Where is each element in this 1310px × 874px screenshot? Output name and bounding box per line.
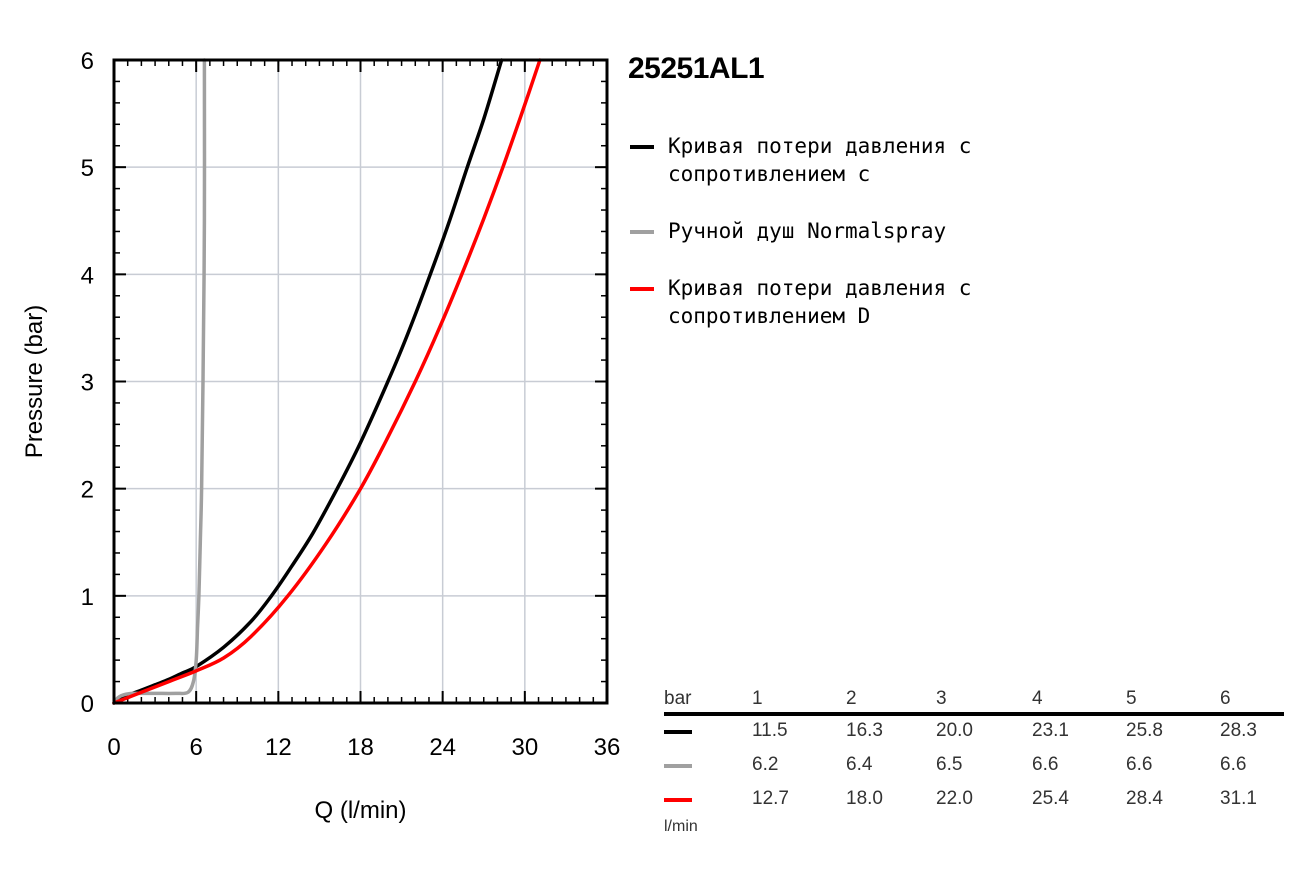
flow-table: bar 1 2 3 4 5 6 11.5 16.3 20.0 23.1 25.8… xyxy=(664,688,1284,818)
table-header-cell: 5 xyxy=(1126,688,1137,709)
legend-label: Кривая потери давления с сопротивлением … xyxy=(668,134,972,186)
table-header-cell: 3 xyxy=(936,688,947,709)
table-header-cell: 1 xyxy=(752,688,763,709)
y-tick-label: 0 xyxy=(81,691,94,718)
legend: Кривая потери давления с сопротивлением … xyxy=(630,132,1060,359)
table-cell: 11.5 xyxy=(752,720,788,741)
table-cell: 28.3 xyxy=(1220,720,1257,741)
chart-title: 25251AL1 xyxy=(628,52,765,85)
table-row: 6.2 6.4 6.5 6.6 6.6 6.6 xyxy=(664,750,1284,784)
table-header-cell: 6 xyxy=(1220,688,1231,709)
table-row-swatch xyxy=(664,730,692,734)
y-tick-label: 3 xyxy=(81,370,94,397)
series-line-resistance-d xyxy=(112,58,542,705)
x-tick-label: 6 xyxy=(189,734,202,761)
table-row: 12.7 18.0 22.0 25.4 28.4 31.1 xyxy=(664,784,1284,818)
table-cell: 28.4 xyxy=(1126,788,1163,809)
table-row-swatch xyxy=(664,764,692,768)
legend-label: Ручной душ Normalspray xyxy=(668,219,947,243)
legend-item-hand-shower: Ручной душ Normalspray xyxy=(630,217,1060,245)
table-cell: 6.6 xyxy=(1126,754,1153,775)
table-cell: 20.0 xyxy=(936,720,973,741)
legend-swatch xyxy=(630,145,654,149)
legend-label: Кривая потери давления с сопротивлением … xyxy=(668,276,972,328)
table-unit-label: l/min xyxy=(664,818,698,835)
table-cell: 12.7 xyxy=(752,788,789,809)
table-cell: 6.6 xyxy=(1220,754,1247,775)
legend-item-resistance-d: Кривая потери давления с сопротивлением … xyxy=(630,274,1060,330)
x-axis-title: Q (l/min) xyxy=(315,797,407,824)
legend-item-resistance-c: Кривая потери давления с сопротивлением … xyxy=(630,132,1060,188)
grid-lines xyxy=(114,60,607,703)
table-cell: 22.0 xyxy=(936,788,973,809)
series-line-resistance-c xyxy=(112,58,504,705)
table-cell: 6.5 xyxy=(936,754,963,775)
table-cell: 23.1 xyxy=(1032,720,1069,741)
table-header-label: bar xyxy=(664,688,692,709)
table-cell: 16.3 xyxy=(846,720,883,741)
y-tick-label: 1 xyxy=(81,584,94,611)
table-cell: 6.6 xyxy=(1032,754,1059,775)
table-cell: 25.4 xyxy=(1032,788,1069,809)
table-header-cell: 2 xyxy=(846,688,857,709)
y-axis-title: Pressure (bar) xyxy=(21,305,48,458)
table-cell: 6.4 xyxy=(846,754,873,775)
table-row-swatch xyxy=(664,798,692,802)
x-tick-label: 12 xyxy=(265,734,292,761)
table-row: 11.5 16.3 20.0 23.1 25.8 28.3 xyxy=(664,716,1284,750)
y-tick-label: 2 xyxy=(81,477,94,504)
y-tick-label: 6 xyxy=(81,48,94,75)
y-tick-label: 5 xyxy=(81,155,94,182)
table-cell: 6.2 xyxy=(752,754,779,775)
table-header-cell: 4 xyxy=(1032,688,1043,709)
legend-swatch xyxy=(630,287,654,291)
table-cell: 18.0 xyxy=(846,788,883,809)
x-tick-label: 24 xyxy=(429,734,456,761)
x-tick-label: 0 xyxy=(107,734,120,761)
series-lines xyxy=(112,58,542,705)
x-tick-label: 30 xyxy=(511,734,538,761)
table-header-row: bar 1 2 3 4 5 6 xyxy=(664,688,1284,716)
y-tick-label: 4 xyxy=(81,262,94,289)
table-cell: 31.1 xyxy=(1220,788,1257,809)
series-line-hand-shower xyxy=(112,58,207,705)
x-tick-label: 36 xyxy=(594,734,621,761)
x-tick-label: 18 xyxy=(347,734,374,761)
legend-swatch xyxy=(630,230,654,234)
plot-frame xyxy=(112,58,609,705)
table-cell: 25.8 xyxy=(1126,720,1163,741)
